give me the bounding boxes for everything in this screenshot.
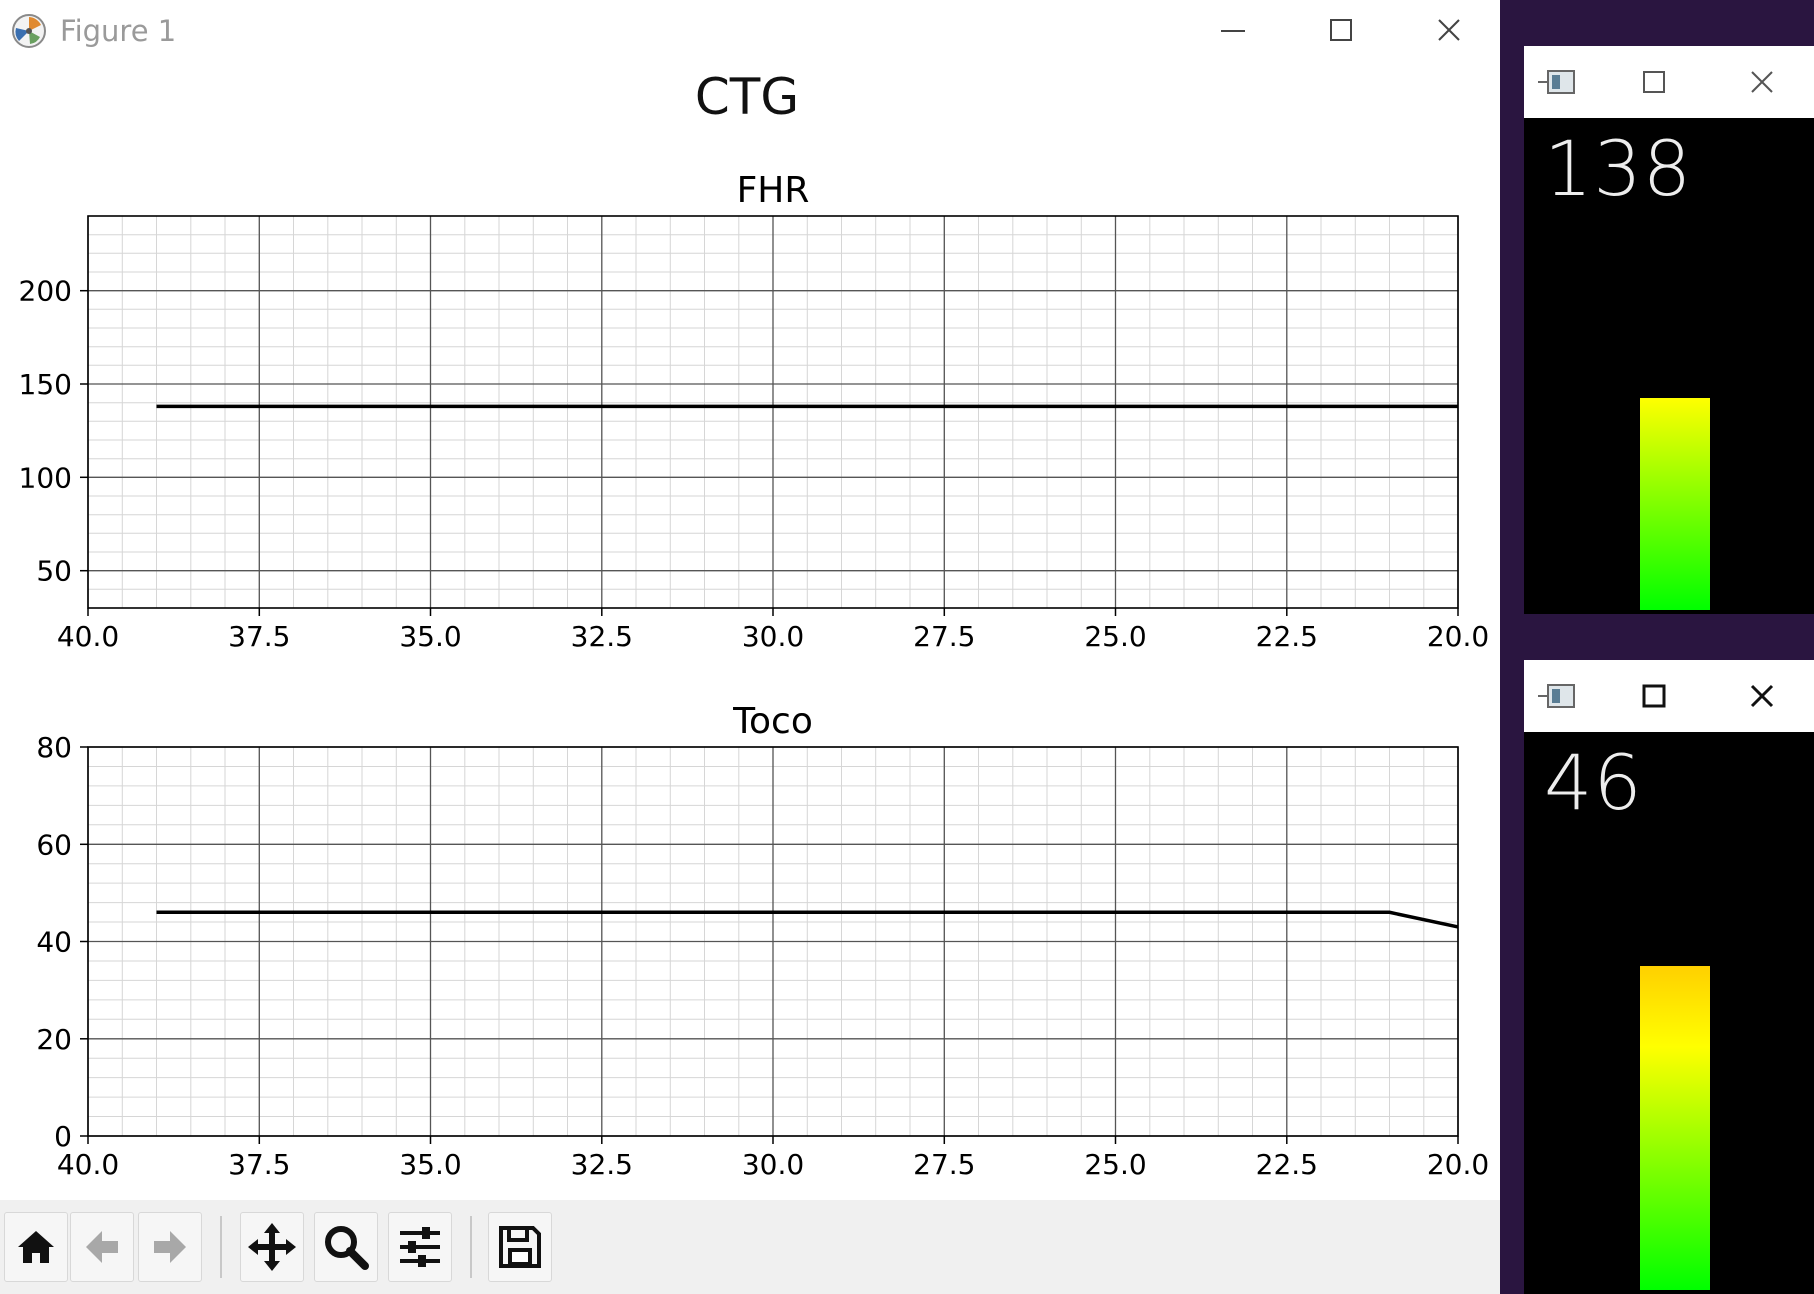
save-icon — [499, 1226, 541, 1268]
close-icon — [1438, 19, 1460, 41]
close-icon — [1750, 684, 1774, 708]
save-button[interactable] — [488, 1212, 552, 1282]
title-bar[interactable]: Figure 1 — [0, 0, 1500, 64]
fhr-y-tick-label: 100 — [19, 461, 72, 494]
zoom-button[interactable] — [314, 1212, 378, 1282]
toco-maximize-button[interactable] — [1630, 672, 1678, 720]
toco-axes-frame — [87, 746, 1459, 1137]
close-icon — [1751, 71, 1773, 93]
fhr-x-tick-label: 40.0 — [57, 620, 119, 653]
toco-close-button[interactable] — [1738, 672, 1786, 720]
window-title: Figure 1 — [60, 14, 177, 48]
app-window-icon — [1538, 70, 1575, 94]
fhr-x-tick-label: 27.5 — [913, 620, 975, 653]
minimize-icon — [1221, 30, 1245, 32]
matplotlib-logo-icon — [12, 14, 46, 48]
fhr-maximize-button[interactable] — [1630, 58, 1678, 106]
forward-button[interactable] — [138, 1212, 202, 1282]
pan-icon — [248, 1223, 296, 1271]
figure-window: Figure 1 CTG 40.0 37.5 35.0 32.5 30.0 27.5 25.… — [0, 0, 1500, 1294]
toco-y-tick-label: 40 — [36, 926, 72, 959]
fhr-y-tick-label: 150 — [19, 368, 72, 401]
toco-y-tick-label: 20 — [36, 1023, 72, 1056]
close-button[interactable] — [1422, 8, 1476, 52]
toolbar-separator — [470, 1216, 472, 1278]
toco-x-tick-label: 27.5 — [913, 1148, 975, 1181]
toco-x-tick-label: 20.0 — [1427, 1148, 1489, 1181]
configure-subplots-button[interactable] — [388, 1212, 452, 1282]
fhr-x-tick-label: 32.5 — [571, 620, 633, 653]
app-icon — [1534, 672, 1582, 720]
zoom-icon — [325, 1226, 369, 1270]
fhr-axes-frame — [87, 215, 1459, 609]
toco-axes[interactable]: 40.0 37.5 35.0 32.5 30.0 27.5 25.0 22.5 20.0 0 20 4… — [36, 701, 1489, 1181]
toco-x-tick-label: 37.5 — [228, 1148, 290, 1181]
fhr-display: 138 — [1528, 118, 1814, 610]
toco-x-tick-label: 35.0 — [399, 1148, 461, 1181]
fhr-close-button[interactable] — [1738, 58, 1786, 106]
fhr-y-tick-label: 200 — [19, 275, 72, 308]
fhr-x-tick-label: 30.0 — [742, 620, 804, 653]
toco-y-tick-label: 80 — [36, 731, 72, 764]
fhr-x-tick-label: 37.5 — [228, 620, 290, 653]
fhr-level-bar — [1640, 398, 1710, 610]
back-button[interactable] — [70, 1212, 134, 1282]
maximize-icon — [1642, 684, 1666, 708]
navigation-toolbar — [0, 1200, 1500, 1294]
figure-canvas[interactable]: CTG 40.0 37.5 35.0 32.5 30.0 27.5 25.0 22.5 20.0… — [0, 64, 1500, 1200]
toco-y-tick-label: 0 — [54, 1120, 72, 1153]
toco-window-title-bar[interactable] — [1524, 660, 1814, 732]
toco-x-tick-label: 30.0 — [742, 1148, 804, 1181]
minimize-button[interactable] — [1206, 8, 1260, 52]
app-icon — [1534, 58, 1582, 106]
fhr-x-tick-label: 35.0 — [399, 620, 461, 653]
toco-series-line — [156, 910, 1459, 929]
toco-display: 46 — [1528, 732, 1814, 1290]
fhr-x-tick-label: 25.0 — [1084, 620, 1146, 653]
toco-y-tick-label: 60 — [36, 828, 72, 861]
fhr-x-tick-label: 22.5 — [1256, 620, 1318, 653]
toco-axes-title: Toco — [732, 701, 813, 742]
toco-x-tick-label: 32.5 — [571, 1148, 633, 1181]
back-icon — [86, 1231, 118, 1263]
toco-value: 46 — [1544, 738, 1643, 827]
maximize-icon — [1643, 71, 1665, 93]
fhr-y-tick-label: 50 — [36, 555, 72, 588]
fhr-value: 138 — [1544, 124, 1693, 213]
toco-value-window: 46 — [1524, 660, 1814, 1294]
toco-level-bar — [1640, 966, 1710, 1290]
home-icon — [18, 1231, 54, 1263]
toolbar-separator — [220, 1216, 222, 1278]
configure-subplots-icon — [400, 1227, 440, 1267]
forward-icon — [154, 1231, 186, 1263]
toco-x-tick-label: 22.5 — [1256, 1148, 1318, 1181]
home-button[interactable] — [4, 1212, 68, 1282]
pan-button[interactable] — [240, 1212, 304, 1282]
maximize-icon — [1330, 19, 1352, 41]
fhr-axes-title: FHR — [737, 170, 810, 211]
toco-x-tick-label: 25.0 — [1084, 1148, 1146, 1181]
fhr-window-title-bar[interactable] — [1524, 46, 1814, 118]
app-window-icon — [1538, 684, 1575, 708]
maximize-button[interactable] — [1314, 8, 1368, 52]
fhr-axes[interactable]: 40.0 37.5 35.0 32.5 30.0 27.5 25.0 22.5 20.0 50 10… — [19, 170, 1490, 653]
figure-title: CTG — [695, 68, 799, 126]
fhr-x-tick-label: 20.0 — [1427, 620, 1489, 653]
toco-x-tick-label: 40.0 — [57, 1148, 119, 1181]
fhr-value-window: 138 — [1524, 46, 1814, 614]
